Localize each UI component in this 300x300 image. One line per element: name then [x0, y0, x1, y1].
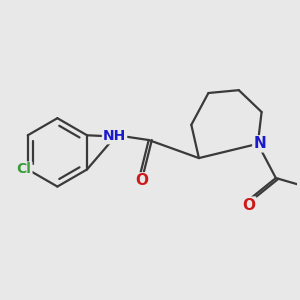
Text: N: N — [253, 136, 266, 151]
Text: O: O — [135, 173, 148, 188]
Text: NH: NH — [103, 129, 126, 143]
Text: Cl: Cl — [16, 163, 32, 176]
Text: O: O — [242, 198, 255, 213]
